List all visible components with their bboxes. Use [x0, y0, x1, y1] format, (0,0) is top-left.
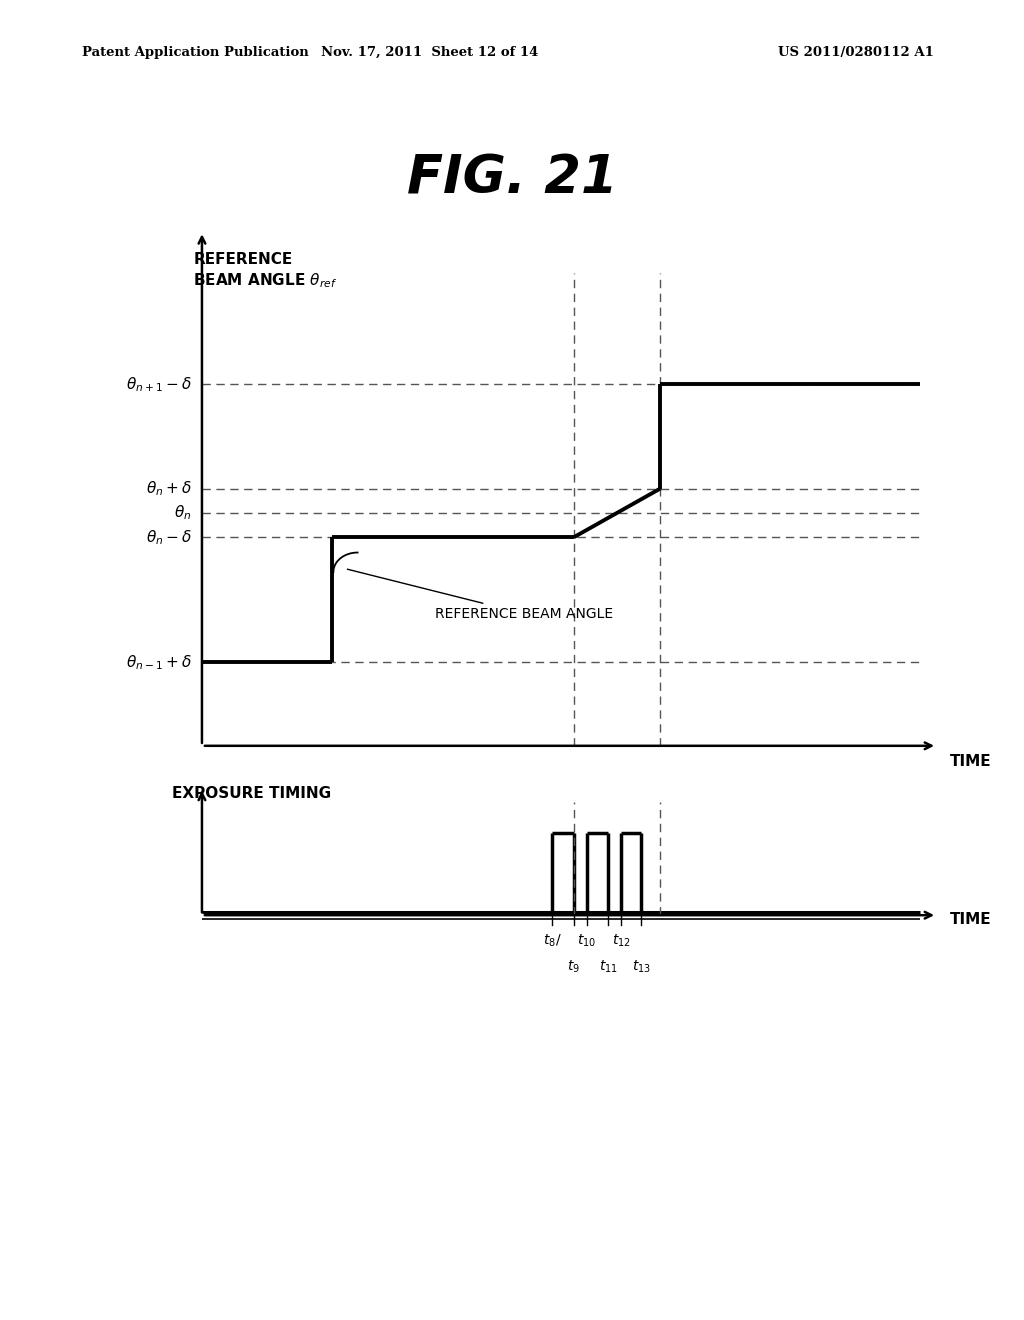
Text: $t_{12}$: $t_{12}$: [612, 932, 631, 949]
Text: EXPOSURE TIMING: EXPOSURE TIMING: [172, 785, 331, 801]
Text: Patent Application Publication: Patent Application Publication: [82, 46, 308, 59]
Text: FIG. 21: FIG. 21: [407, 152, 617, 205]
Text: US 2011/0280112 A1: US 2011/0280112 A1: [778, 46, 934, 59]
Text: REFERENCE
BEAM ANGLE $\theta_{ref}$: REFERENCE BEAM ANGLE $\theta_{ref}$: [194, 252, 338, 290]
Text: $t_{10}$: $t_{10}$: [578, 932, 596, 949]
Text: $\theta_n-\delta$: $\theta_n-\delta$: [145, 528, 191, 546]
Text: TIME: TIME: [950, 754, 991, 768]
Text: $\theta_n+\delta$: $\theta_n+\delta$: [145, 479, 191, 498]
Text: TIME: TIME: [950, 912, 991, 927]
Text: $t_{13}$: $t_{13}$: [632, 958, 650, 974]
Text: $\theta_n$: $\theta_n$: [174, 503, 191, 523]
Text: REFERENCE BEAM ANGLE: REFERENCE BEAM ANGLE: [347, 569, 613, 620]
Text: Nov. 17, 2011  Sheet 12 of 14: Nov. 17, 2011 Sheet 12 of 14: [322, 46, 539, 59]
Text: $\theta_{n+1}-\delta$: $\theta_{n+1}-\delta$: [126, 375, 191, 393]
Text: $t_9$: $t_9$: [567, 958, 581, 974]
Text: $\theta_{n-1}+\delta$: $\theta_{n-1}+\delta$: [126, 653, 191, 672]
Text: $t_8/$: $t_8/$: [543, 932, 561, 949]
Text: $t_{11}$: $t_{11}$: [599, 958, 617, 974]
